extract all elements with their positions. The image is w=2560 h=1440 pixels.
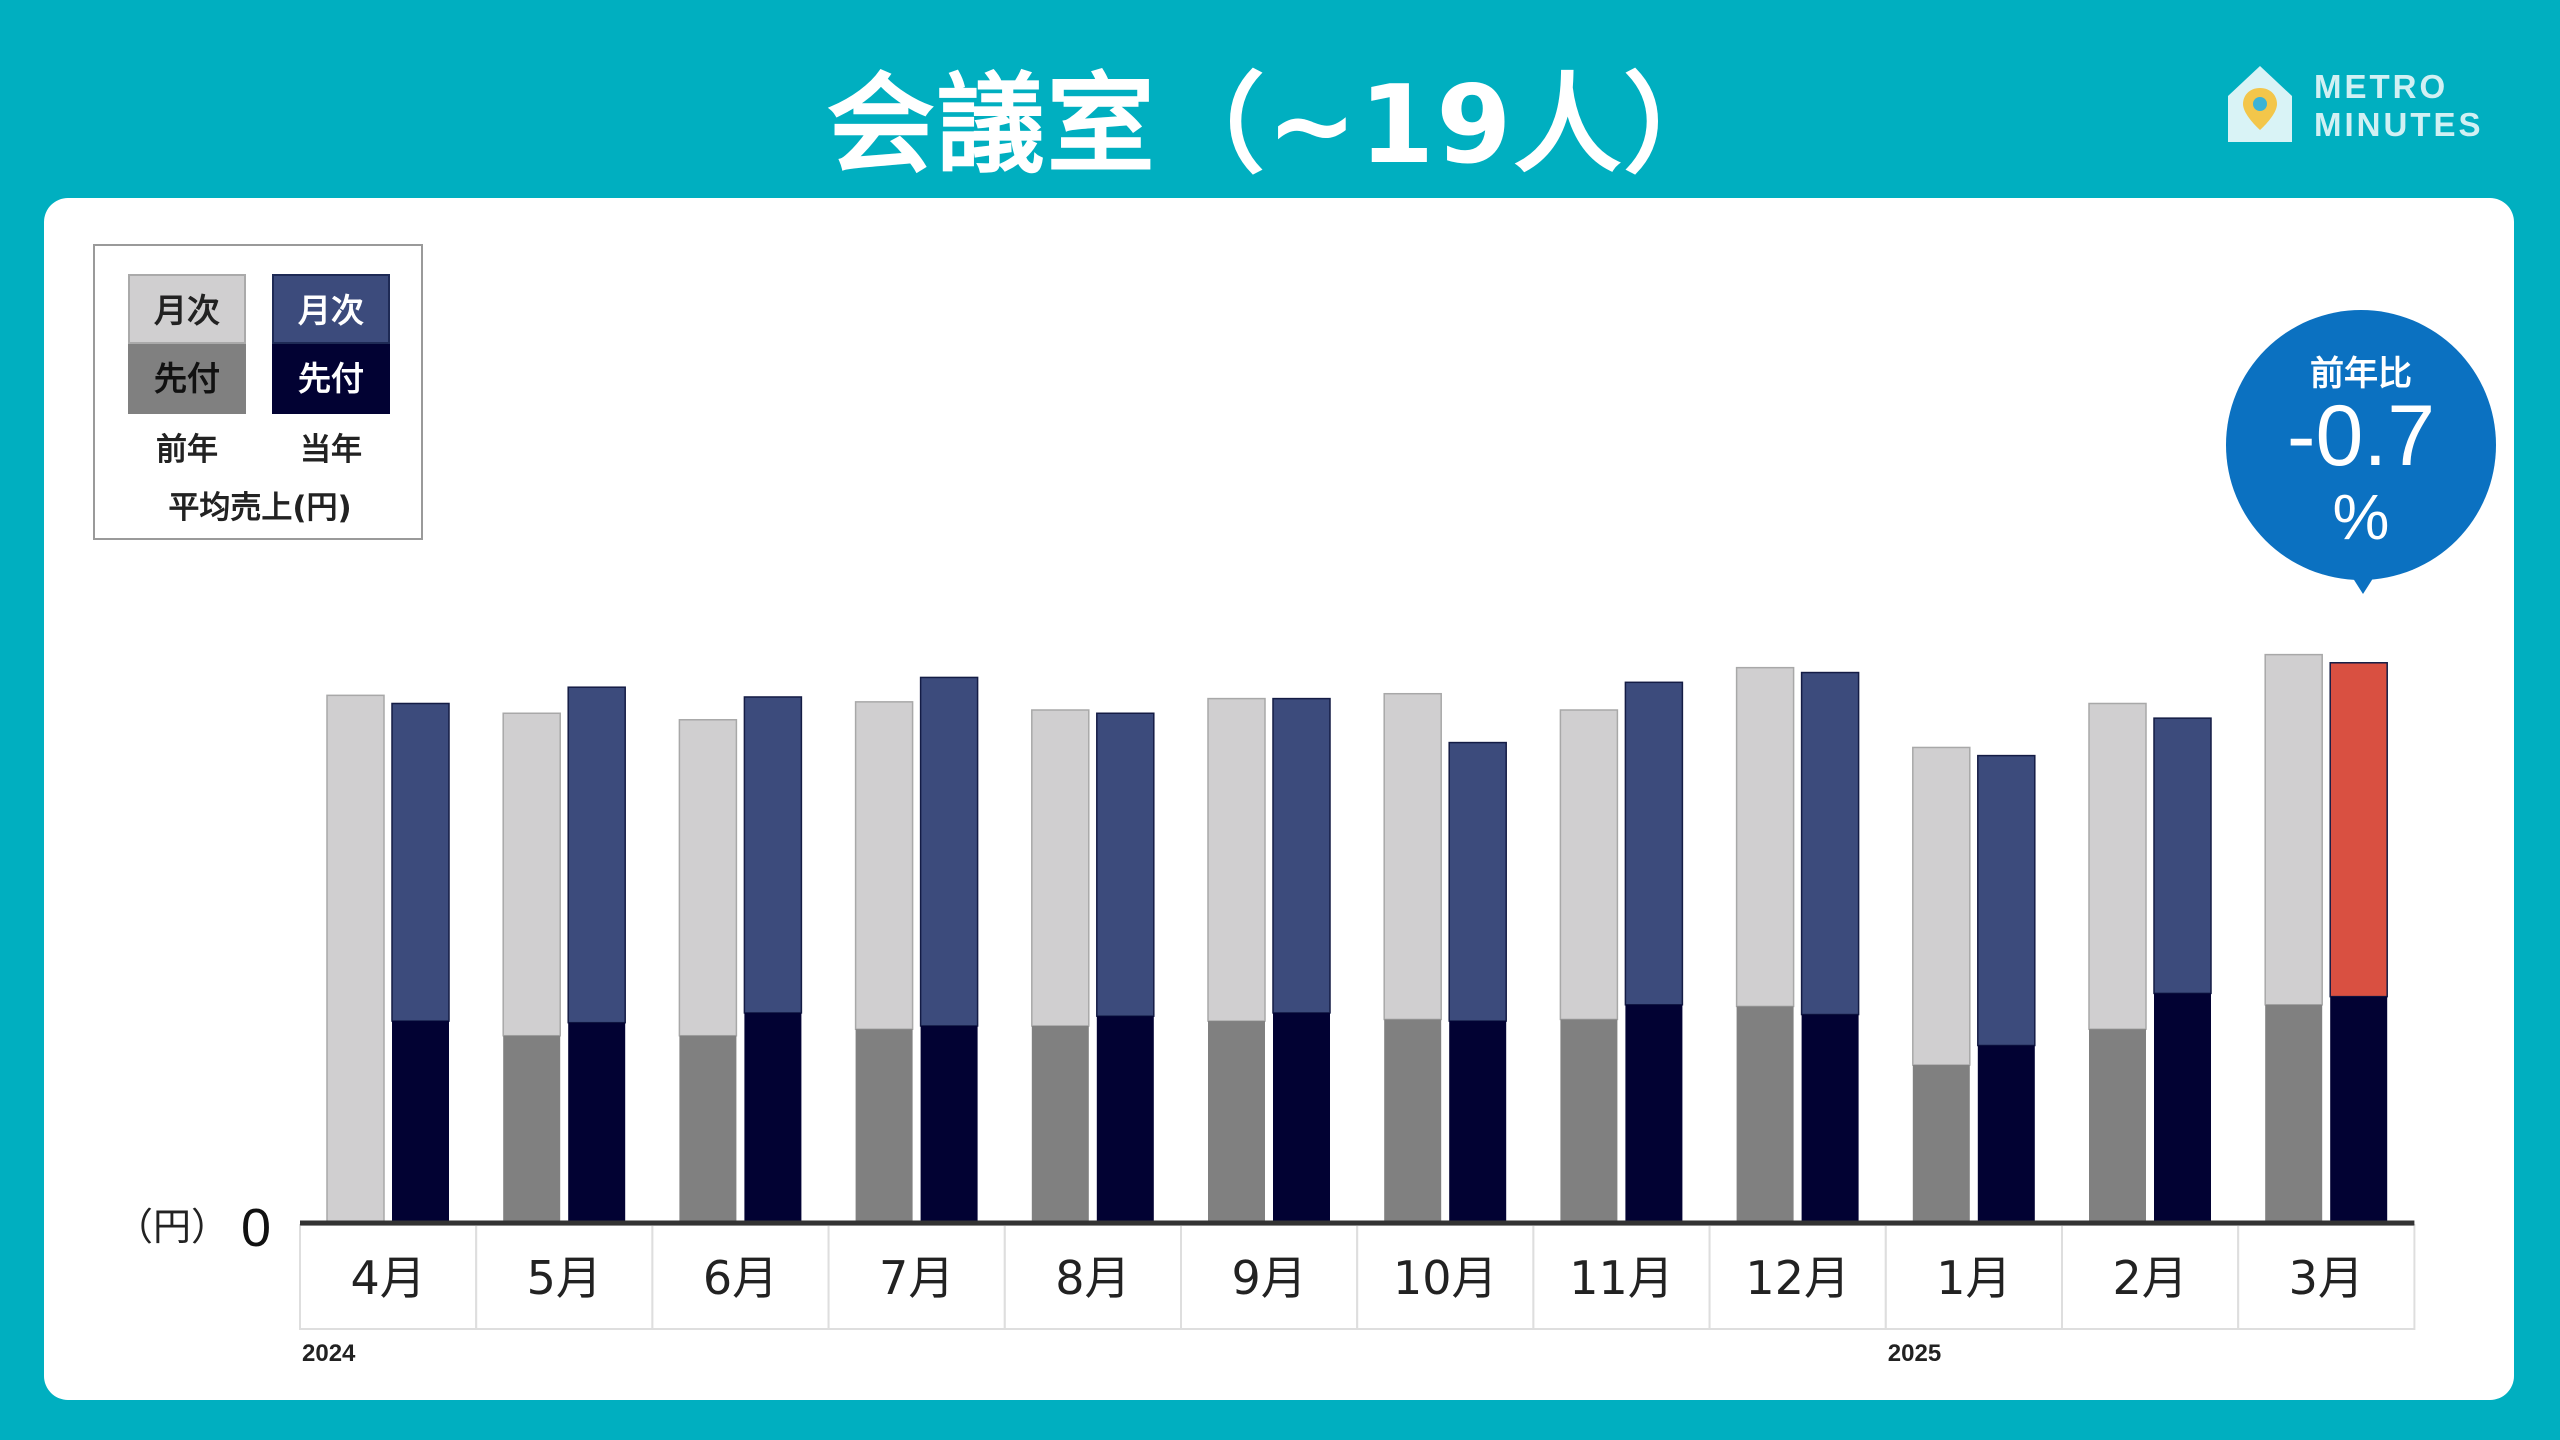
x-tick-label: 2月 (2112, 1251, 2187, 1305)
bar-curr-advance (2154, 993, 2211, 1223)
x-tick-label: 4月 (350, 1251, 425, 1305)
chart-legend: 月次 先付 月次 先付 前年 当年 平均売上(円) (93, 244, 423, 540)
x-tick-label: 8月 (1055, 1251, 1130, 1305)
bar-prev-monthly (854, 701, 914, 1030)
bar-prev-advance (1560, 1019, 1618, 1223)
bar-prev-advance (2265, 1004, 2323, 1223)
yoy-unit: % (2332, 481, 2390, 553)
x-tick-label: 5月 (527, 1251, 602, 1305)
legend-curr-advance: 先付 (272, 344, 390, 414)
bar-curr-monthly (1448, 741, 1507, 1022)
legend-prev-caption: 前年 (156, 432, 218, 468)
y-unit-label: （円） (115, 1205, 229, 1249)
bar-curr-monthly (391, 702, 450, 1022)
bar-curr-advance (568, 1022, 626, 1223)
bar-curr-advance (2330, 996, 2388, 1223)
x-tick-label: 1月 (1936, 1251, 2011, 1305)
bar-curr-advance (1977, 1045, 2035, 1223)
bar-prev-advance (503, 1035, 561, 1223)
page-title: 会議室（~19人） (826, 63, 1734, 188)
brand-line-1: METRO (2314, 68, 2449, 105)
bar-prev-advance (1031, 1025, 1089, 1223)
bar-curr-advance (392, 1021, 449, 1223)
bar-prev-advance (1912, 1065, 1970, 1223)
x-tick-label: 10月 (1393, 1251, 1498, 1305)
category-cell (1884, 1224, 2064, 1330)
category-cell (827, 1224, 1006, 1330)
brand-name: METRO MINUTES (2314, 68, 2484, 144)
category-cell (1532, 1224, 1711, 1330)
bar-prev-advance (2089, 1029, 2146, 1223)
bar-prev-advance (1384, 1019, 1442, 1223)
category-cell (1003, 1224, 1182, 1330)
category-cell (1180, 1224, 1359, 1330)
category-cell (1356, 1224, 1535, 1330)
bar-prev-advance (1208, 1021, 1265, 1223)
bar-curr-monthly (1977, 754, 2036, 1047)
yoy-value: -0.7 (2286, 388, 2436, 484)
y-zero-label: 0 (241, 1198, 271, 1258)
bar-prev-monthly (2264, 653, 2323, 1006)
bar-prev-monthly (326, 694, 385, 1224)
year-label: 2025 (1888, 1340, 1941, 1367)
brand-line-2: MINUTES (2314, 106, 2484, 143)
x-tick-label: 11月 (1569, 1251, 1674, 1305)
bar-prev-monthly (1383, 692, 1442, 1021)
legend-curr-monthly: 月次 (272, 274, 390, 344)
bar-prev-advance (679, 1035, 737, 1223)
bar-curr-monthly (1800, 671, 1860, 1016)
bar-curr-monthly (1272, 697, 1331, 1014)
category-cell (299, 1224, 478, 1330)
yoy-label: 前年比 (2310, 354, 2412, 394)
category-cell (651, 1224, 830, 1330)
house-pin-icon (2228, 66, 2292, 142)
x-tick-label: 7月 (879, 1251, 954, 1305)
bar-prev-monthly (1912, 746, 1971, 1066)
bar-prev-monthly (502, 712, 561, 1037)
yoy-badge-circle (2226, 310, 2496, 580)
category-cell (2061, 1224, 2240, 1330)
bar-prev-advance (855, 1029, 913, 1223)
bar-curr-monthly-highlight (2329, 662, 2388, 998)
x-tick-label: 6月 (703, 1251, 778, 1305)
legend-unit-caption: 平均売上(円) (168, 490, 352, 526)
x-tick-label: 12月 (1745, 1251, 1850, 1305)
x-tick-label: 9月 (1231, 1251, 1306, 1305)
bar-prev-monthly (2088, 702, 2147, 1030)
brand-logo: METRO MINUTES (2222, 58, 2532, 158)
bar-prev-monthly (1735, 666, 1795, 1008)
yoy-badge: 前年比 -0.7 % (2226, 310, 2496, 600)
bar-curr-advance (744, 1012, 802, 1223)
year-label: 2024 (302, 1340, 356, 1367)
bar-curr-monthly (743, 696, 803, 1014)
bar-prev-monthly (1207, 697, 1266, 1022)
bar-curr-monthly (1096, 712, 1155, 1017)
yoy-badge-pointer (2349, 572, 2377, 594)
legend-prev-advance: 先付 (128, 344, 246, 414)
bar-curr-advance (1449, 1021, 1507, 1223)
bar-curr-advance (1273, 1012, 1330, 1223)
bar-curr-advance (1096, 1016, 1154, 1223)
category-cell (2237, 1224, 2416, 1330)
bar-prev-monthly (1031, 709, 1090, 1027)
bar-curr-advance (920, 1025, 978, 1223)
bar-curr-monthly (567, 686, 626, 1024)
bar-curr-monthly (1624, 681, 1684, 1006)
bar-prev-monthly (678, 719, 738, 1037)
bar-prev-monthly (1559, 709, 1619, 1021)
legend-curr-caption: 当年 (300, 432, 362, 468)
legend-prev-monthly: 月次 (128, 274, 246, 344)
x-tick-label: 3月 (2289, 1251, 2364, 1305)
bar-curr-advance (1801, 1014, 1859, 1223)
bar-curr-monthly (2153, 717, 2212, 995)
category-cell (1708, 1224, 1887, 1330)
bar-curr-advance (1625, 1004, 1683, 1223)
bar-curr-monthly (919, 676, 979, 1027)
bar-prev-advance (1736, 1006, 1794, 1223)
